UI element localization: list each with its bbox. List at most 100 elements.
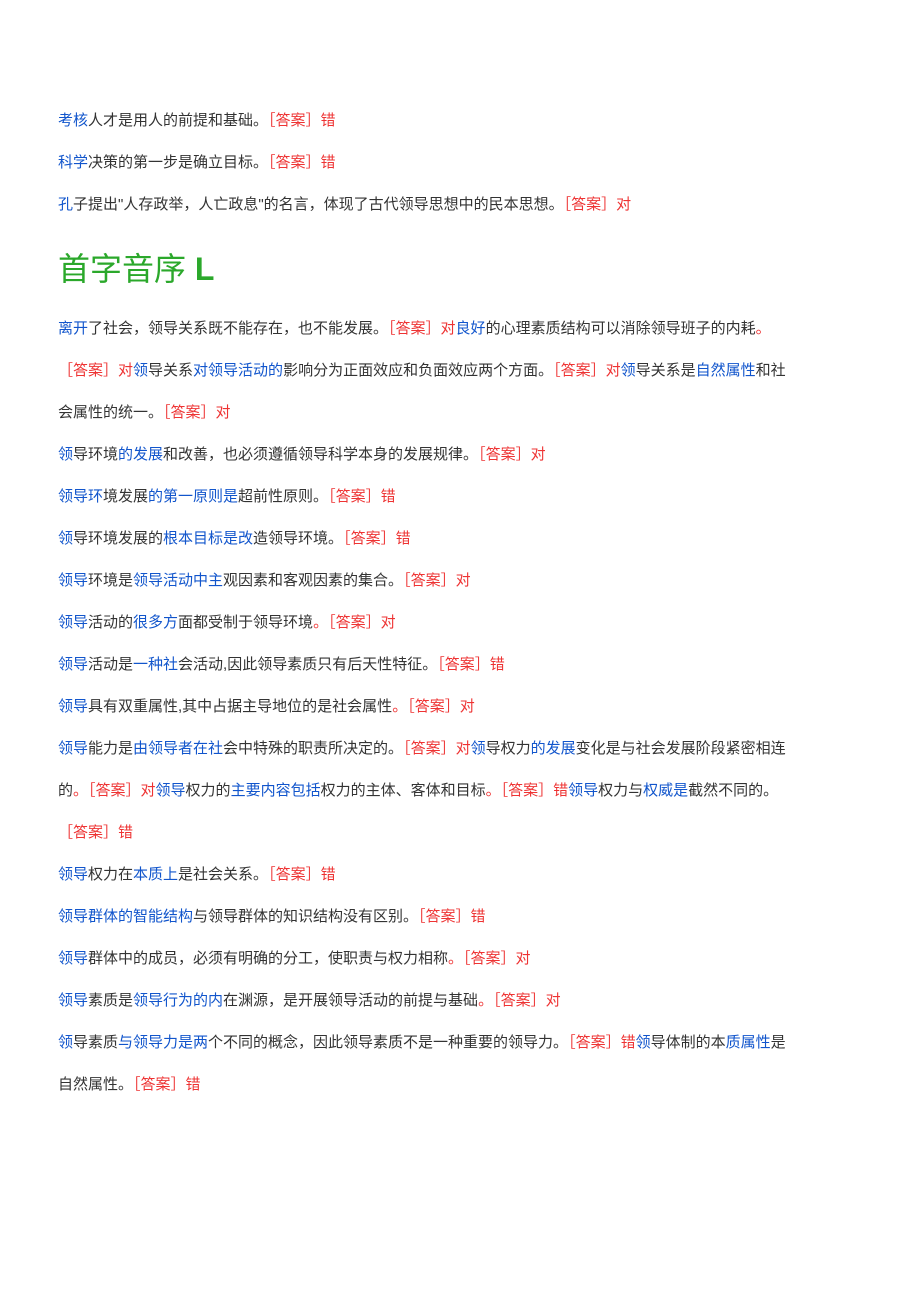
text-fragment: 群体中的成员，必须有明确的分工，使职责与权力相称 [88,950,448,967]
text-fragment: 。［答案］对 [313,614,396,631]
text-fragment: 的第一原则是 [148,488,238,505]
text-fragment: 领 [58,530,73,547]
text-fragment: ［答案］对 [58,362,133,379]
text-fragment: 和改善，也必须遵循领导科学本身的发展规律。 [163,446,478,463]
qa-line: 领导活动的很多方面都受制于领导环境。［答案］对 [58,602,862,644]
text-fragment: 领导活动中主 [133,572,223,589]
qa-line: ［答案］错 [58,812,862,854]
text-fragment: 与领导群体的知识结构没有区别。 [193,908,418,925]
qa-line: 领导群体中的成员，必须有明确的分工，使职责与权力相称。［答案］对 [58,938,862,980]
text-fragment: 能力是 [88,740,133,757]
text-fragment: 活动是 [88,656,133,673]
text-fragment: 领导 [58,866,88,883]
section-header: 首字音序 L [58,244,862,290]
text-fragment: 领导行为的内 [133,992,223,1009]
text-fragment: 是 [771,1034,786,1051]
text-fragment: 具有双重属性,其中占据主导地位的是社会属性 [88,698,392,715]
text-fragment: 人才是用人的前提和基础。 [88,112,268,129]
text-fragment: 自然属性 [696,362,756,379]
text-fragment: 导环境发展的 [73,530,163,547]
text-fragment: 影响分为正面效应和负面效应两个方面。 [283,362,553,379]
text-fragment: 会中特殊的职责所决定的。 [223,740,403,757]
qa-line: 领导权力在本质上是社会关系。［答案］错 [58,854,862,896]
section-prefix: 首字音序 [58,251,195,287]
text-fragment: 领导 [58,740,88,757]
text-fragment: 超前性原则。 [238,488,328,505]
text-fragment: 良好 [456,320,486,337]
text-fragment: 导体制的本 [651,1034,726,1051]
text-fragment: 领导 [156,782,186,799]
text-fragment: 截然不同的。 [688,782,778,799]
qa-line: 领导群体的智能结构与领导群体的知识结构没有区别。［答案］错 [58,896,862,938]
text-fragment: 自然属性。 [58,1076,133,1093]
qa-line: 领导环境发展的根本目标是改造领导环境。［答案］错 [58,518,862,560]
text-fragment: ［答案］错 [568,1034,636,1051]
text-fragment: 考核 [58,112,88,129]
top-question-section: 考核人才是用人的前提和基础。［答案］错科学决策的第一步是确立目标。［答案］错孔子… [58,100,862,226]
text-fragment: ［答案］对 [403,740,471,757]
qa-line: 领导素质与领导力是两个不同的概念，因此领导素质不是一种重要的领导力。［答案］错领… [58,1022,862,1064]
qa-line: 领导环境发展的第一原则是超前性原则。［答案］错 [58,476,862,518]
text-fragment: 面都受制于领导环境 [178,614,313,631]
qa-line: 会属性的统一。［答案］对 [58,392,862,434]
text-fragment: 变化是与社会发展阶段紧密相连 [576,740,786,757]
text-fragment: 造领导环境。 [253,530,343,547]
text-fragment: 领导 [58,698,88,715]
text-fragment: 的 [58,782,73,799]
text-fragment: 与领导力是两 [118,1034,208,1051]
text-fragment: 境发展 [103,488,148,505]
text-fragment: 领 [58,446,73,463]
text-fragment: 科学 [58,154,88,171]
text-fragment: ［答案］错 [328,488,396,505]
qa-line: 的。［答案］对领导权力的主要内容包括权力的主体、客体和目标。［答案］错领导权力与… [58,770,862,812]
text-fragment: ［答案］错 [268,866,336,883]
text-fragment: 本质上 [133,866,178,883]
text-fragment: 是社会关系。 [178,866,268,883]
text-fragment: 导关系是 [636,362,696,379]
text-fragment: 根本目标是改 [163,530,253,547]
text-fragment: 质属性 [726,1034,771,1051]
text-fragment: 孔 [58,196,73,213]
qa-line: 领导环境的发展和改善，也必须遵循领导科学本身的发展规律。［答案］对 [58,434,862,476]
text-fragment: 个不同的概念，因此领导素质不是一种重要的领导力。 [208,1034,568,1051]
text-fragment: 。［答案］对 [478,992,561,1009]
text-fragment: ［答案］错 [343,530,411,547]
text-fragment: 导权力 [486,740,531,757]
text-fragment: 决策的第一步是确立目标。 [88,154,268,171]
text-fragment: 领 [471,740,486,757]
section-letter: L [195,251,215,287]
text-fragment: 领导 [58,950,88,967]
text-fragment: 由领导者在社 [133,740,223,757]
text-fragment: ［答案］错 [268,112,336,129]
text-fragment: ［答案］错 [133,1076,201,1093]
text-fragment: 领 [133,362,148,379]
text-fragment: 领导 [58,614,88,631]
text-fragment: ［答案］对 [163,404,231,421]
text-fragment: 。［答案］对 [73,782,156,799]
text-fragment: 领导环 [58,488,103,505]
text-fragment: 在渊源，是开展领导活动的前提与基础 [223,992,478,1009]
text-fragment: 导环境 [73,446,118,463]
text-fragment: 领 [621,362,636,379]
text-fragment: 。 [756,320,771,337]
text-fragment: 。［答案］对 [448,950,531,967]
text-fragment: 领导群体的智能结构 [58,908,193,925]
qa-line: 领导活动是一种社会活动,因此领导素质只有后天性特征。［答案］错 [58,644,862,686]
text-fragment: 领导 [568,782,598,799]
text-fragment: 权力的 [186,782,231,799]
qa-line: 自然属性。［答案］错 [58,1064,862,1106]
qa-line: 离开了社会，领导关系既不能存在，也不能发展。［答案］对良好的心理素质结构可以消除… [58,308,862,350]
text-fragment: ［答案］对 [388,320,456,337]
text-fragment: 和社 [756,362,786,379]
text-fragment: 权力的主体、客体和目标 [321,782,486,799]
text-fragment: 素质是 [88,992,133,1009]
text-fragment: 权力在 [88,866,133,883]
text-fragment: 会活动,因此领导素质只有后天性特征。 [178,656,437,673]
text-fragment: ［答案］错 [437,656,505,673]
text-fragment: 一种社 [133,656,178,673]
text-fragment: 离开 [58,320,88,337]
text-fragment: 的心理素质结构可以消除领导班子的内耗 [486,320,756,337]
qa-line: 领导能力是由领导者在社会中特殊的职责所决定的。［答案］对领导权力的发展变化是与社… [58,728,862,770]
text-fragment: 权威是 [643,782,688,799]
text-fragment: 对领导活动的 [193,362,283,379]
